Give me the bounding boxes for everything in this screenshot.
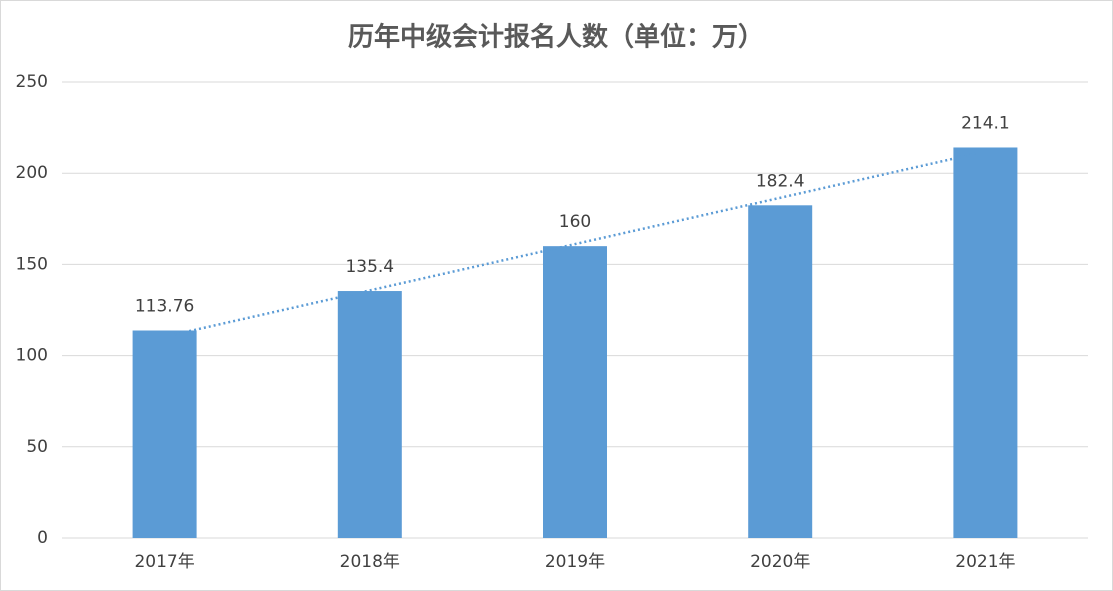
chart-title: 历年中级会计报名人数（单位：万） <box>348 22 764 53</box>
bar <box>748 205 813 538</box>
y-tick-label: 50 <box>26 437 48 457</box>
trendline <box>174 152 976 336</box>
bar <box>953 147 1018 538</box>
data-label: 135.4 <box>345 257 394 277</box>
data-label: 182.4 <box>756 171 805 191</box>
y-tick-label: 0 <box>37 528 48 548</box>
y-tick-label: 250 <box>16 72 48 92</box>
bar <box>337 291 402 538</box>
y-tick-label: 200 <box>16 163 48 183</box>
x-tick-label: 2020年 <box>750 552 810 572</box>
x-tick-label: 2019年 <box>545 552 605 572</box>
bar <box>132 330 197 538</box>
x-tick-label: 2021年 <box>955 552 1015 572</box>
y-tick-label: 100 <box>16 346 48 366</box>
data-label: 214.1 <box>961 113 1010 133</box>
bar <box>543 246 607 538</box>
y-tick-label: 150 <box>16 254 48 274</box>
data-label: 160 <box>559 212 591 232</box>
x-tick-label: 2017年 <box>134 552 194 572</box>
data-label: 113.76 <box>135 297 194 317</box>
x-tick-label: 2018年 <box>340 552 400 572</box>
